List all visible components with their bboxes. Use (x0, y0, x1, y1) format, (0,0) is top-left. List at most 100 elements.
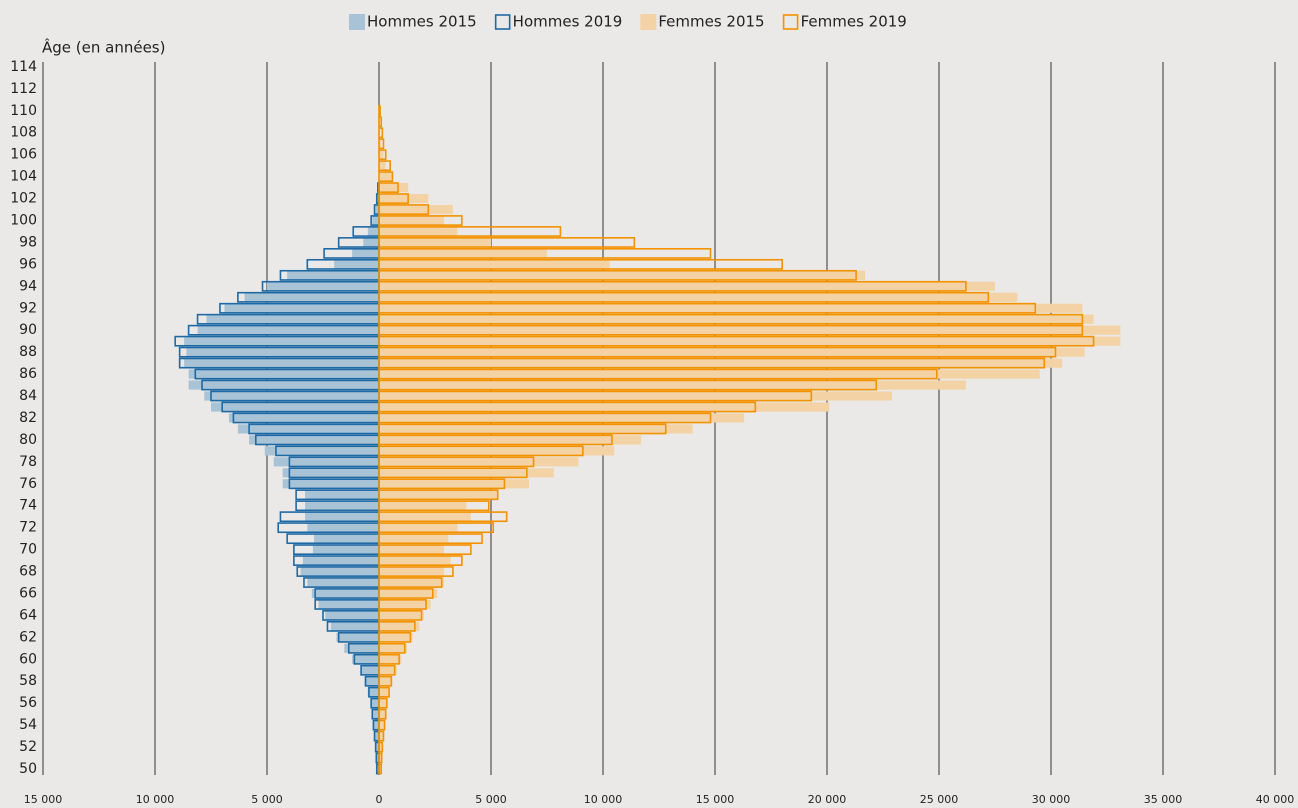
bar (378, 357, 1046, 369)
bar (378, 390, 813, 402)
y-tick-label: 112 (10, 81, 37, 97)
bar (378, 708, 387, 720)
x-tick-label: 30 000 (1032, 793, 1071, 806)
bar (379, 413, 745, 423)
bar (307, 523, 379, 533)
bar (379, 577, 444, 588)
bar (378, 237, 636, 248)
x-tick-label: 10 000 (136, 793, 175, 806)
bar (378, 445, 584, 457)
bar (305, 490, 379, 500)
bar (264, 446, 379, 456)
legend-swatch (782, 14, 799, 30)
bar (361, 665, 379, 675)
bar (378, 631, 412, 643)
bar (186, 347, 379, 357)
bar (184, 336, 379, 346)
bar (379, 632, 413, 642)
bar (378, 533, 483, 545)
bar (379, 610, 424, 621)
bar (305, 501, 379, 511)
bar (379, 566, 444, 577)
bar (379, 588, 438, 599)
legend-swatch (349, 14, 365, 30)
bar (379, 479, 530, 489)
y-tick-label: 62 (19, 629, 37, 645)
bar (211, 402, 379, 412)
bar (378, 686, 390, 698)
x-tick-label: 5 000 (251, 793, 283, 806)
bar (378, 653, 400, 665)
bar (244, 292, 379, 302)
bar (378, 171, 394, 183)
legend-label: Femmes 2015 (658, 13, 764, 31)
y-tick-label: 86 (19, 366, 37, 382)
y-tick-label: 66 (19, 585, 37, 601)
bar (378, 127, 384, 139)
bar (379, 446, 615, 456)
bar (379, 621, 420, 631)
bar (375, 204, 379, 215)
bar (378, 588, 434, 599)
bar (379, 654, 402, 664)
y-tick-label: 106 (10, 147, 37, 163)
bar (379, 742, 383, 752)
y-tick-label: 68 (19, 564, 37, 580)
bar (379, 534, 449, 544)
bar (379, 248, 547, 259)
bar (378, 664, 396, 676)
y-tick-label: 94 (19, 278, 37, 294)
bar (197, 325, 379, 335)
bar (379, 457, 579, 467)
bar (379, 281, 995, 291)
bar (206, 314, 379, 324)
bar (378, 149, 387, 161)
bar (371, 698, 379, 708)
bar (378, 215, 463, 226)
bar (188, 369, 379, 379)
bar (344, 643, 379, 653)
bar (379, 303, 1083, 313)
bar (378, 379, 878, 391)
bar (379, 358, 1063, 368)
x-tick-label: 15 000 (24, 793, 63, 806)
bar (312, 545, 379, 555)
bar (379, 687, 390, 697)
bar (367, 226, 379, 237)
bar (379, 347, 1085, 357)
bar (363, 237, 379, 248)
bar (379, 753, 382, 763)
bar (378, 620, 416, 632)
bar (379, 161, 386, 171)
bar (379, 676, 393, 686)
x-tick-label: 20 000 (808, 793, 847, 806)
bar (376, 193, 379, 204)
bar (302, 555, 379, 566)
bar (372, 215, 379, 226)
bar (378, 675, 393, 687)
bar (378, 138, 385, 150)
y-tick-label: 90 (19, 322, 37, 338)
bar (379, 292, 1018, 302)
bar (379, 731, 384, 741)
bar (378, 522, 495, 534)
bar (379, 325, 1121, 335)
y-tick-label: 64 (19, 607, 37, 623)
bar (379, 665, 397, 675)
bar (378, 368, 938, 380)
bar (287, 270, 379, 280)
bar (378, 280, 967, 292)
bar (282, 468, 379, 478)
y-tick-label: 100 (10, 213, 37, 229)
bar (372, 709, 379, 719)
bar (379, 490, 498, 500)
bar (379, 215, 444, 226)
bar (378, 478, 506, 490)
y-tick-label: 70 (19, 542, 37, 558)
bar (378, 324, 1084, 336)
bar (378, 642, 406, 654)
bar (378, 566, 454, 577)
legend-label: Hommes 2019 (513, 13, 623, 31)
bar (273, 457, 379, 467)
